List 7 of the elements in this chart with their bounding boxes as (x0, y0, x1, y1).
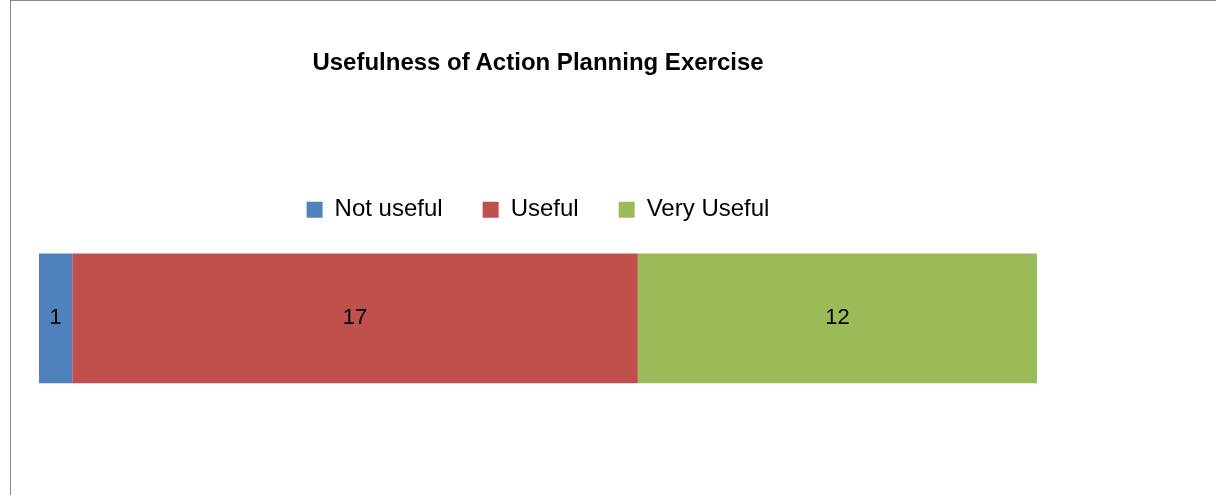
data-label: 1 (49, 304, 62, 330)
legend-label: Useful (510, 194, 579, 222)
data-label: 17 (342, 304, 368, 330)
data-label: 12 (825, 304, 850, 330)
legend-label: Very Useful (646, 194, 770, 222)
legend-label: Not useful (334, 194, 443, 222)
chart-title: Usefulness of Action Planning Exercise (312, 48, 764, 76)
